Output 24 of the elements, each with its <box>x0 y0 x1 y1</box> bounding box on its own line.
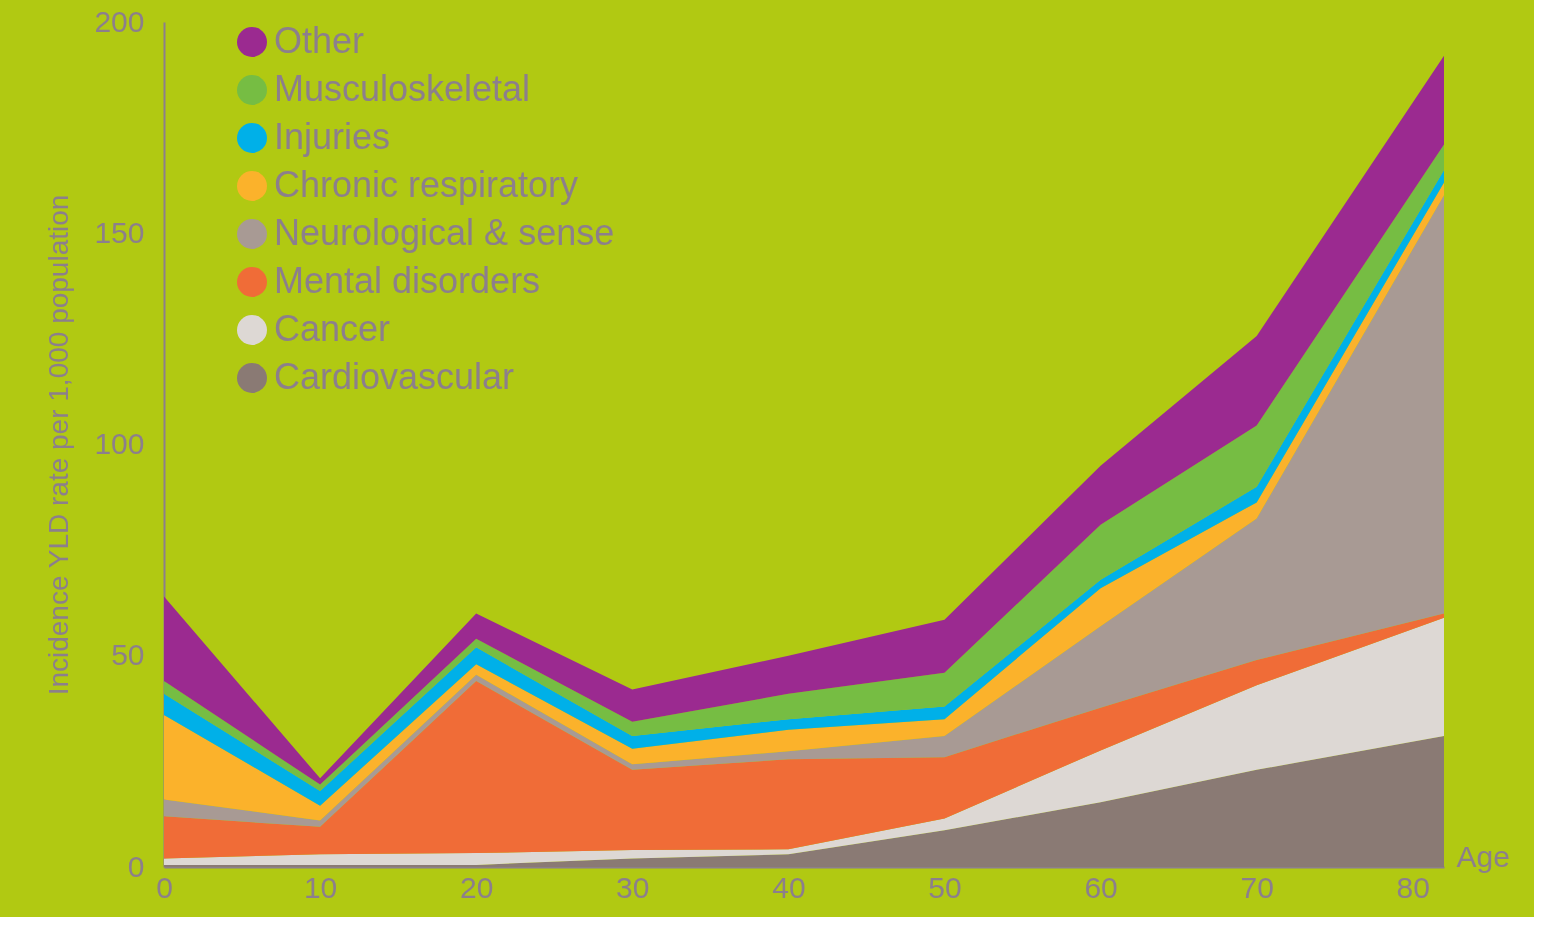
x-tick-label: 50 <box>928 870 962 904</box>
legend-label: Chronic respiratory <box>274 164 579 205</box>
x-axis-title: Age <box>1456 839 1510 873</box>
x-tick-label: 70 <box>1240 870 1274 904</box>
y-tick-label: 50 <box>111 638 145 672</box>
legend-label: Cancer <box>274 308 391 349</box>
x-tick-label: 80 <box>1396 870 1430 904</box>
legend-label: Other <box>274 20 365 61</box>
x-tick-label: 10 <box>303 870 338 904</box>
y-tick-label: 200 <box>94 4 145 38</box>
legend-label: Cardiovascular <box>274 356 515 397</box>
legend-label: Musculoskeletal <box>274 68 531 109</box>
x-tick-label: 40 <box>772 870 806 904</box>
legend-label: Neurological & sense <box>274 212 615 253</box>
y-axis-title: Incidence YLD rate per 1,000 population <box>43 194 75 696</box>
x-tick-label: 30 <box>616 870 650 904</box>
y-tick-label: 100 <box>94 427 145 460</box>
x-tick-label: 60 <box>1084 870 1118 904</box>
legend-label: Injuries <box>274 116 391 157</box>
x-tick-label: 20 <box>460 870 494 904</box>
y-tick-label: 0 <box>127 849 145 883</box>
y-tick-label: 150 <box>94 215 145 249</box>
x-tick-label: 0 <box>156 870 173 904</box>
legend-label: Mental disorders <box>274 260 541 301</box>
